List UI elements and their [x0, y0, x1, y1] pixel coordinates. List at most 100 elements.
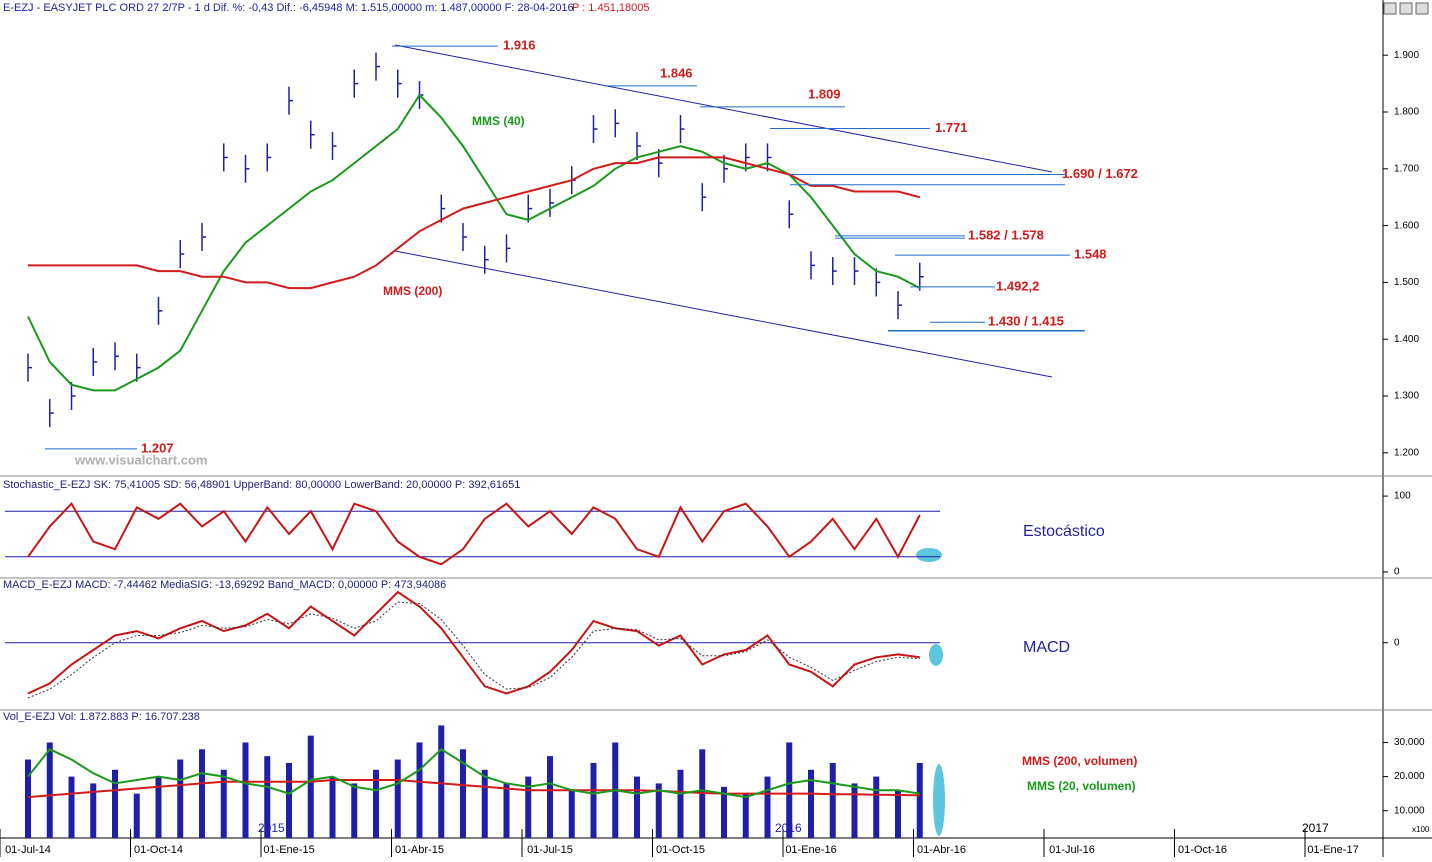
volume-bar: [307, 735, 314, 838]
x-tick-label: 01-Jul-16: [1049, 844, 1095, 856]
series-label: MMS (20, volumen): [1027, 779, 1136, 793]
level-label: 1.548: [1074, 247, 1107, 262]
y-tick-label: 30.000: [1394, 737, 1425, 748]
volume-bar: [568, 790, 575, 838]
year-label: 2017: [1302, 821, 1329, 835]
series-label: MMS (200): [383, 284, 442, 298]
level-label: 1.771: [935, 120, 968, 135]
volume-bar: [829, 762, 836, 838]
indicator-line: [27, 590, 920, 695]
volume-bar: [460, 749, 466, 838]
volume-bar: [220, 769, 227, 838]
volume-bar: [286, 762, 292, 838]
volume-bar: [764, 776, 771, 838]
volume-bar: [416, 742, 423, 838]
volume-bar: [634, 776, 640, 838]
volume-bar: [155, 776, 162, 838]
volume-bar: [873, 776, 880, 838]
level-label: 1.846: [660, 65, 693, 80]
y-tick-label: 1.900: [1394, 50, 1419, 61]
volume-bar: [68, 776, 75, 838]
y-tick-label: 1.400: [1394, 334, 1419, 345]
volume-bar: [895, 790, 901, 838]
x-tick-label: 01-Ene-15: [263, 844, 314, 856]
year-label: 2015: [258, 821, 285, 835]
level-label: 1.492,2: [996, 278, 1039, 293]
volume-bar: [394, 759, 401, 838]
x-tick-label: 01-Ene-17: [1307, 844, 1358, 856]
indicator-line: [27, 93, 921, 392]
indicator-line: [27, 502, 921, 566]
volume-bar: [808, 769, 814, 838]
volume-bar: [677, 769, 684, 838]
volume-bar: [133, 793, 140, 838]
volume-bar: [786, 742, 793, 838]
volume-bar: [199, 749, 205, 838]
x-tick-label: 01-Jul-15: [527, 844, 573, 856]
x-tick-label: 01-Oct-15: [656, 844, 705, 856]
button[interactable]: [1399, 2, 1413, 15]
volume-bar: [503, 783, 510, 838]
x-tick-label: 01-Abr-15: [395, 844, 444, 856]
panel-header: Vol_E-EZJ Vol: 1.872.883 P: 16.707.238: [3, 711, 200, 723]
volume-bar: [25, 759, 31, 838]
highlight: [916, 548, 942, 562]
volume-bar: [547, 756, 553, 838]
trend-line: [394, 250, 1053, 378]
level-label: 1.809: [808, 86, 841, 101]
volume-bar: [242, 742, 249, 838]
level-label: 1.207: [141, 440, 174, 455]
x-tick-label: 01-Abr-16: [917, 844, 966, 856]
volume-bar: [46, 742, 53, 838]
button[interactable]: [1383, 2, 1397, 15]
level-label: 1.690 / 1.672: [1062, 166, 1138, 181]
highlight: [929, 644, 943, 666]
x-tick-label: 01-Jul-14: [5, 844, 51, 856]
y-tick-label: 1.300: [1394, 391, 1419, 402]
indicator-line: [28, 156, 921, 290]
scale-note: x100: [1412, 825, 1430, 834]
panel-annotation: Estocástico: [1023, 523, 1105, 540]
volume-bar: [525, 776, 532, 838]
y-tick-label: 10.000: [1394, 805, 1425, 816]
button[interactable]: [1415, 2, 1429, 15]
volume-bar: [742, 793, 749, 838]
x-tick-label: 01-Oct-14: [134, 844, 183, 856]
volume-bar: [90, 783, 97, 838]
y-tick-label: 1.500: [1394, 277, 1419, 288]
volume-bar: [851, 783, 858, 838]
level-label: 1.430 / 1.415: [988, 314, 1064, 329]
y-tick-label: 1.800: [1394, 107, 1419, 118]
volume-bar: [655, 783, 662, 838]
indicator-line: [27, 748, 920, 799]
watermark: www.visualchart.com: [74, 452, 207, 467]
series-label: MMS (40): [472, 114, 525, 128]
y-tick-label: 0: [1394, 637, 1400, 648]
y-tick-label: 1.200: [1394, 447, 1419, 458]
volume-bar: [177, 759, 184, 838]
volume-bar: [112, 769, 118, 838]
x-tick-label: 01-Oct-16: [1178, 844, 1227, 856]
y-tick-label: 20.000: [1394, 771, 1425, 782]
volume-bar: [916, 762, 923, 838]
signal-line: [27, 601, 920, 699]
panel-annotation: MACD: [1023, 639, 1070, 656]
window-buttons[interactable]: [1383, 2, 1429, 15]
panel-header: E-EZJ - EASYJET PLC ORD 27 2/7P - 1 d Di…: [3, 2, 574, 14]
trend-line: [394, 44, 1053, 173]
x-tick-label: 01-Ene-16: [785, 844, 836, 856]
highlight: [933, 764, 945, 836]
volume-bar: [373, 769, 379, 838]
y-tick-label: 0: [1394, 567, 1400, 578]
y-tick-label: 1.600: [1394, 220, 1419, 231]
volume-bar: [351, 783, 358, 838]
volume-bar: [721, 786, 727, 838]
year-label: 2016: [775, 821, 802, 835]
volume-bar: [438, 725, 445, 838]
panel-header: Stochastic_E-EZJ SK: 75,41005 SD: 56,489…: [3, 479, 520, 491]
series-label: MMS (200, volumen): [1022, 754, 1137, 768]
panel-header: MACD_E-EZJ MACD: -7,44462 MediaSIG: -13,…: [3, 579, 446, 591]
y-tick-label: 100: [1394, 491, 1411, 502]
